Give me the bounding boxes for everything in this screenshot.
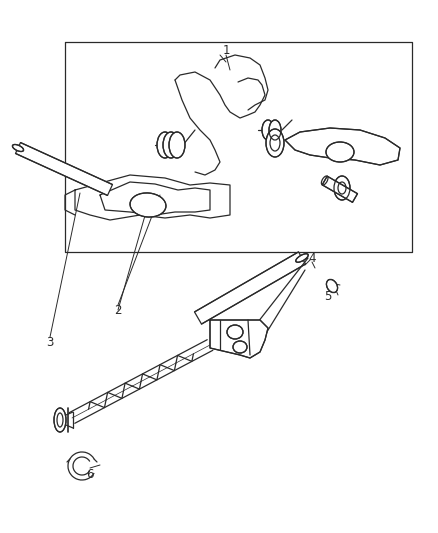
Ellipse shape [268,120,280,140]
Ellipse shape [295,254,307,262]
Ellipse shape [265,129,283,157]
Polygon shape [15,142,112,196]
Polygon shape [284,128,399,165]
Ellipse shape [226,325,243,339]
Text: 2: 2 [114,303,121,317]
Polygon shape [321,176,357,203]
Text: 1: 1 [222,44,229,56]
Text: 3: 3 [46,335,53,349]
Text: 5: 5 [324,289,331,303]
Polygon shape [194,252,305,324]
Ellipse shape [325,142,353,162]
Ellipse shape [233,341,247,353]
Ellipse shape [333,176,349,200]
Text: 6: 6 [86,469,94,481]
Ellipse shape [326,279,337,293]
Ellipse shape [12,144,24,151]
Ellipse shape [157,132,173,158]
Ellipse shape [261,120,273,140]
Text: 4: 4 [307,252,315,264]
Ellipse shape [162,132,179,158]
Ellipse shape [54,408,66,432]
Ellipse shape [130,193,166,217]
Ellipse shape [169,132,184,158]
Polygon shape [209,320,267,358]
